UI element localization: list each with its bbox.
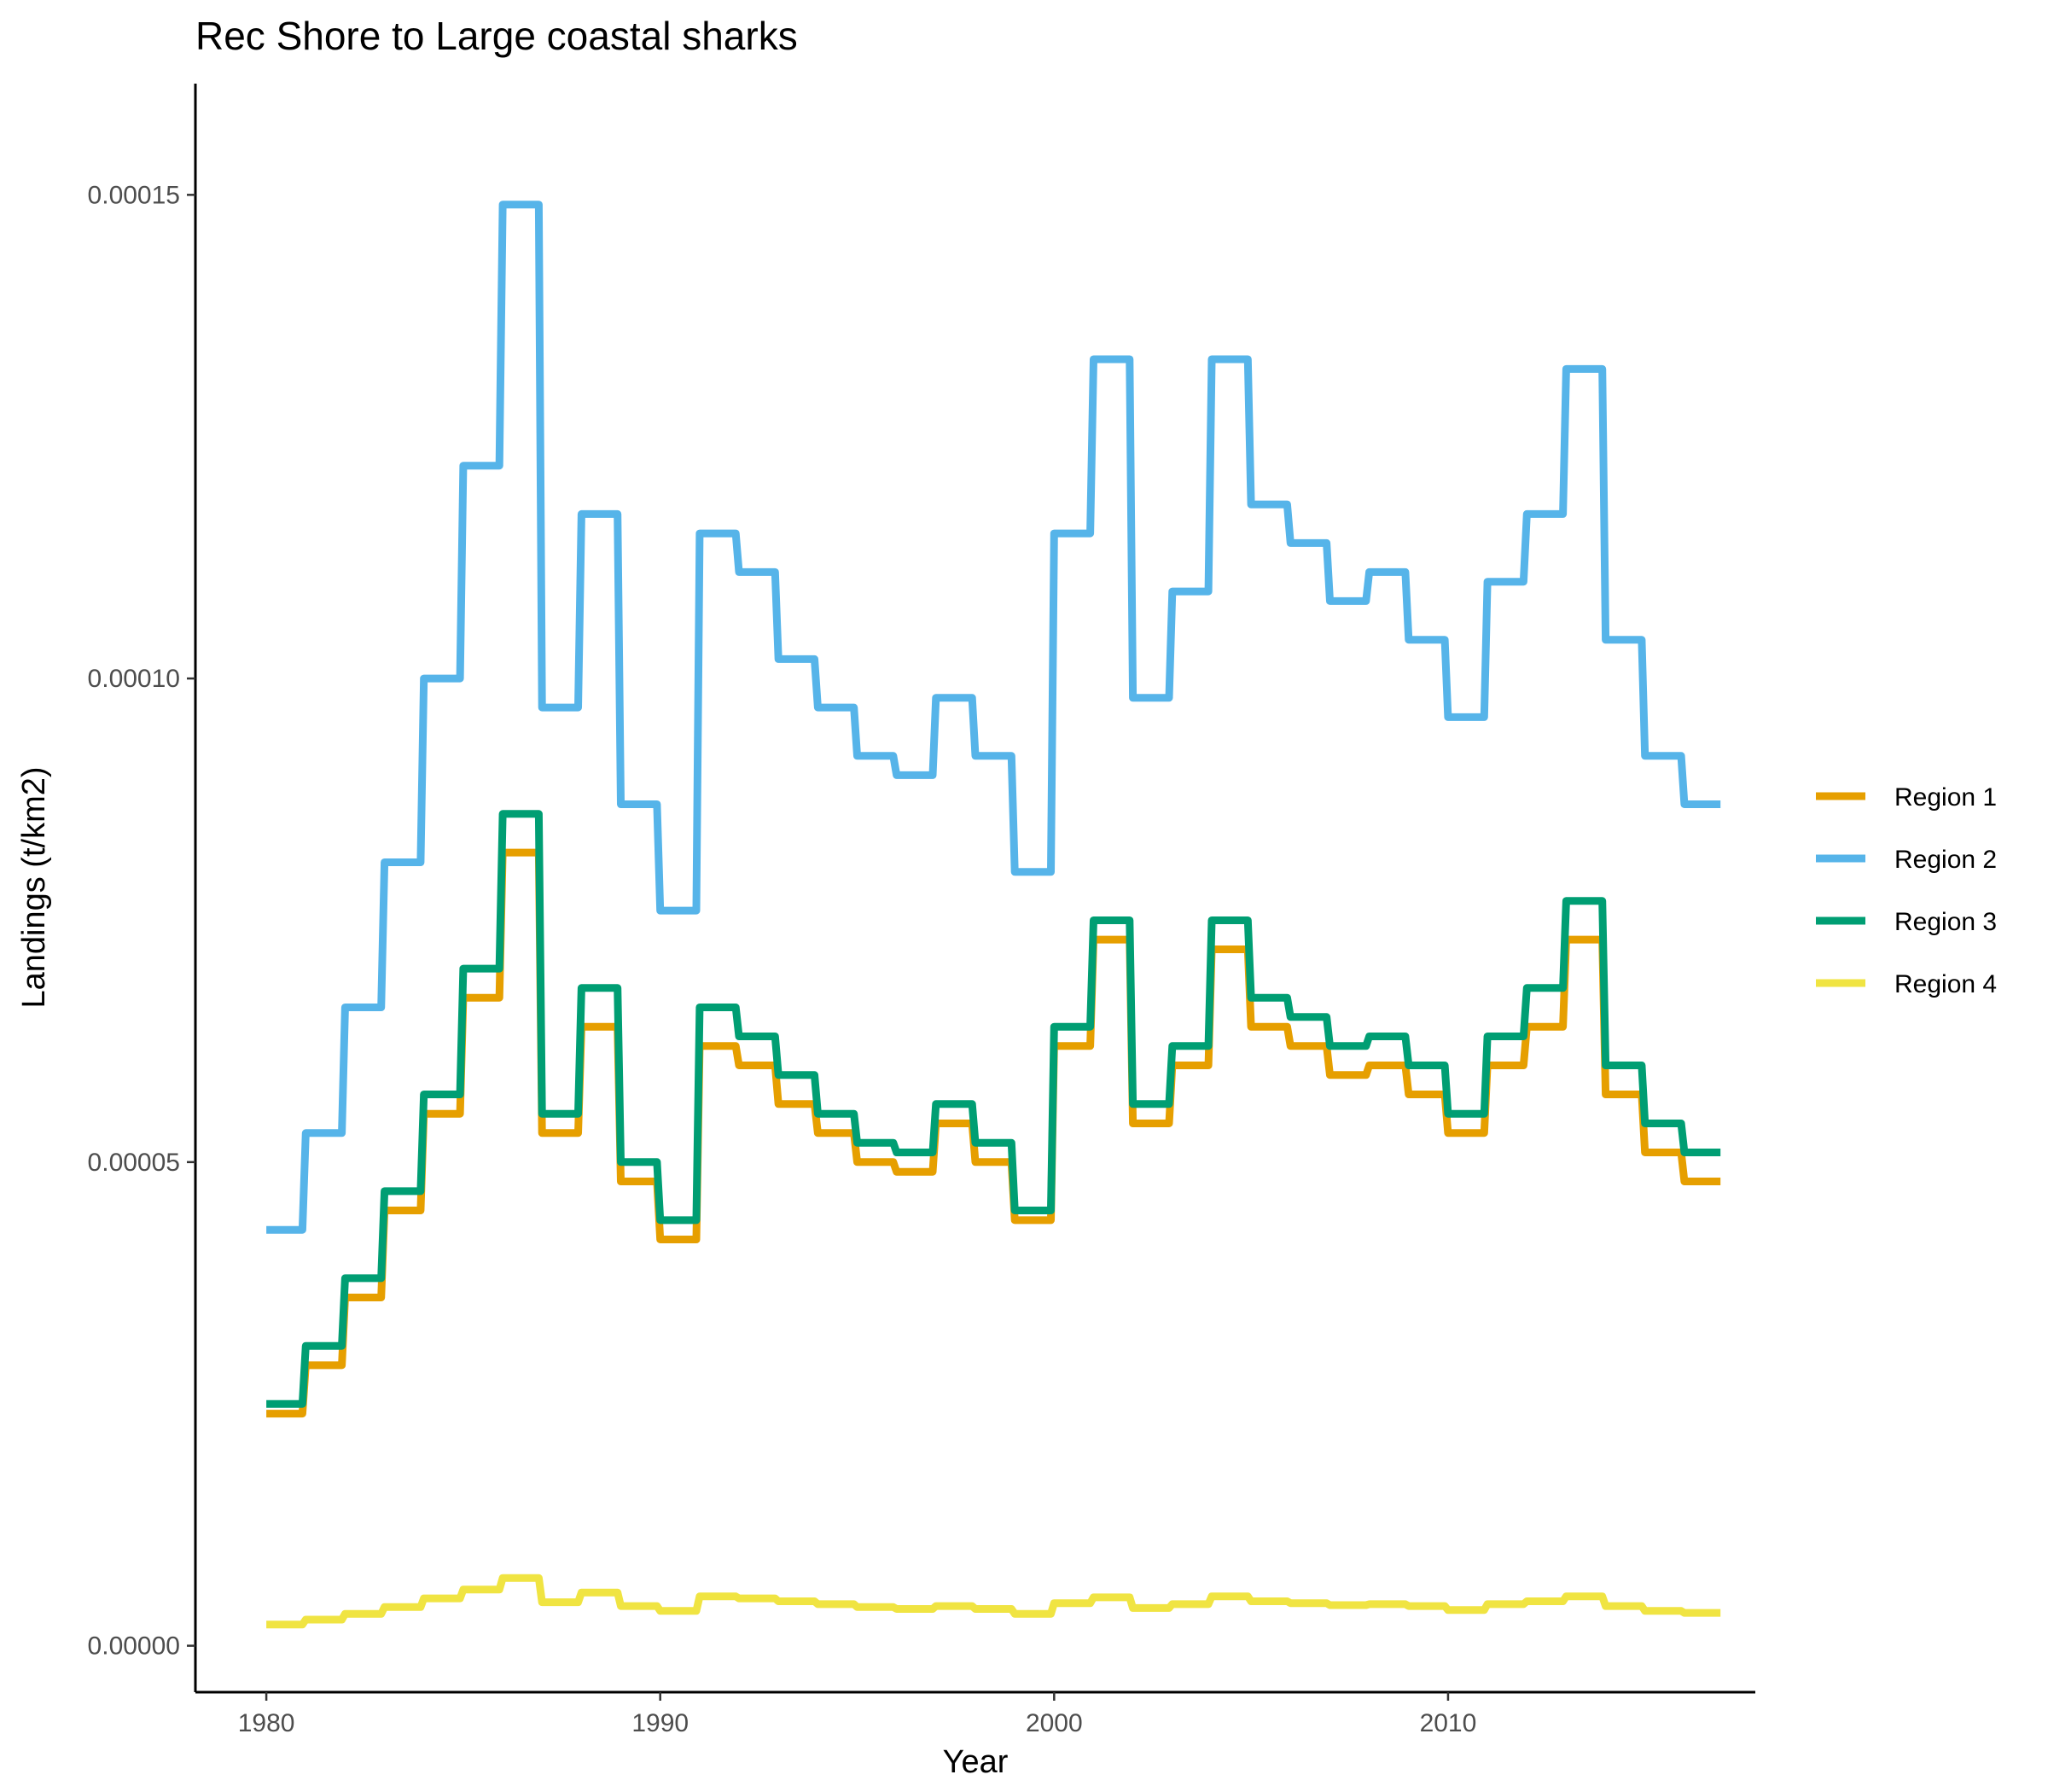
x-axis-title: Year: [943, 1744, 1009, 1780]
legend-label: Region 4: [1894, 970, 1997, 998]
x-axis-ticks: 1980 1990 2000 2010: [238, 1692, 1477, 1737]
series-line-region-1: [266, 848, 1721, 1418]
y-axis-ticks: 0.00000 0.00005 0.00010 0.00015: [88, 181, 195, 1661]
y-tick-label: 0.00005: [88, 1149, 180, 1177]
series-line-region-3: [266, 810, 1721, 1408]
legend: Region 1 Region 2 Region 3 Region 4: [1816, 783, 1997, 998]
y-tick-label: 0.00000: [88, 1632, 180, 1661]
y-tick-label: 0.00010: [88, 665, 180, 693]
legend-label: Region 3: [1894, 908, 1997, 936]
x-tick-label: 1980: [238, 1709, 295, 1737]
x-tick-label: 2010: [1420, 1709, 1477, 1737]
legend-label: Region 2: [1894, 846, 1997, 874]
chart-title: Rec Shore to Large coastal sharks: [195, 14, 798, 58]
x-tick-label: 2000: [1026, 1709, 1083, 1737]
y-axis-title: Landings (t/km2): [16, 766, 52, 1008]
legend-label: Region 1: [1894, 783, 1997, 812]
x-tick-label: 1990: [631, 1709, 689, 1737]
series-line-region-2: [266, 201, 1721, 1234]
series-line-region-4: [266, 1574, 1721, 1629]
plot-area: [266, 201, 1721, 1629]
y-tick-label: 0.00015: [88, 181, 180, 209]
